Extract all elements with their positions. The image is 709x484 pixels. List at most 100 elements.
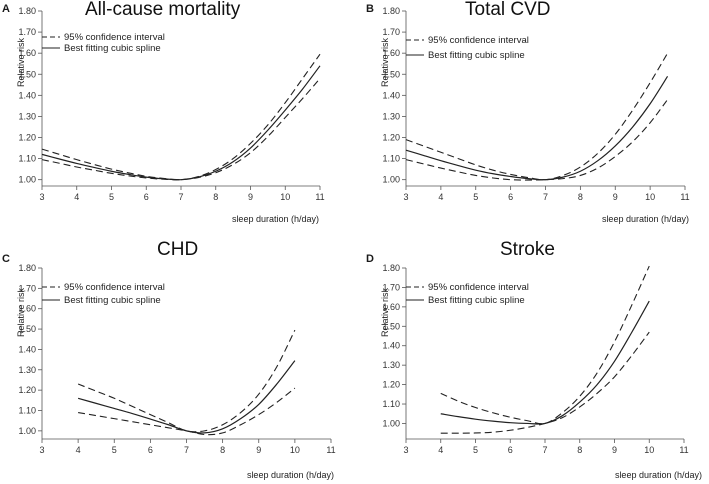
panel-title: Total CVD [465,0,551,20]
y-tick-label: 1.20 [382,380,400,390]
panel-a: A All-cause mortality 1.00 1.10 1.20 1.30 1.40… [2,0,325,224]
ci-lower-line [78,387,296,436]
y-tick-label: 1.40 [18,90,36,100]
y-tick-label: 1.20 [18,133,36,143]
x-tick-label: 5 [112,445,117,455]
x-axis-label: sleep duration (h/day) [602,214,689,224]
spline-line [440,300,650,425]
x-tick-label: 11 [315,192,324,202]
ci-lower-line [41,78,321,181]
x-tick-label: 10 [645,192,655,202]
y-tick-label: 1.00 [18,175,36,185]
panel-title: All-cause mortality [85,0,241,20]
y-tick-label: 1.70 [382,282,400,292]
x-tick-label: 4 [76,445,81,455]
x-tick-label: 8 [578,192,583,202]
x-tick-label: 9 [612,445,617,455]
y-tick-label: 1.50 [382,321,400,331]
x-tick-label: 10 [290,445,300,455]
panel-letter: C [2,253,10,265]
x-tick-label: 3 [39,445,44,455]
panel-b: B Total CVD 1.00 1.10 1.20 1.30 1.40 1.50 1.60 1.… [366,0,690,224]
y-tick-label: 1.80 [18,6,36,16]
x-tick-label: 5 [109,192,114,202]
y-tick-label: 1.30 [382,111,400,121]
x-axis-label: sleep duration (h/day) [232,214,319,224]
x-tick-label: 5 [473,192,478,202]
y-axis-label: Relative risk [16,38,26,88]
y-tick-label: 1.40 [382,341,400,351]
x-tick-label: 6 [508,192,513,202]
y-axis-label: Relative risk [16,288,26,338]
x-tick-label: 6 [148,445,153,455]
panel-letter: D [366,253,374,265]
y-tick-label: 1.80 [18,263,36,273]
legend-spline-label: Best fitting cubic spline [64,295,161,306]
x-tick-label: 4 [438,192,443,202]
panel-title: CHD [157,239,198,260]
legend-ci-label: 95% confidence interval [64,32,165,43]
panel-title: Stroke [500,239,555,260]
x-tick-label: 3 [403,192,408,202]
y-tick-label: 1.00 [382,175,400,185]
ci-lower-line [440,331,650,434]
y-tick-label: 1.80 [382,6,400,16]
ci-upper-line [77,329,296,433]
x-axis-label: sleep duration (h/day) [615,470,702,480]
ci-upper-line [440,265,650,425]
panel-letter: A [2,3,10,15]
legend-spline-label: Best fitting cubic spline [428,295,525,306]
x-tick-label: 10 [280,192,290,202]
y-tick-label: 1.60 [382,302,400,312]
x-tick-label: 3 [39,192,44,202]
y-tick-label: 1.30 [18,111,36,121]
y-tick-label: 1.00 [18,426,36,436]
x-tick-label: 8 [220,445,225,455]
y-tick-label: 1.30 [18,365,36,375]
x-tick-label: 7 [178,192,183,202]
legend-ci-label: 95% confidence interval [428,35,529,46]
spline-line [405,76,669,181]
x-tick-label: 8 [213,192,218,202]
ci-upper-line [41,53,321,181]
x-tick-label: 4 [74,192,79,202]
y-tick-label: 1.70 [382,27,400,37]
y-axis-label: Relative risk [380,288,390,338]
y-tick-label: 1.50 [382,69,400,79]
y-tick-label: 1.20 [382,133,400,143]
x-tick-label: 7 [184,445,189,455]
y-tick-label: 1.70 [18,27,36,37]
ci-upper-line [405,52,669,181]
y-tick-label: 1.10 [18,406,36,416]
x-tick-label: 5 [473,445,478,455]
spline-line [77,360,296,434]
x-tick-label: 9 [248,192,253,202]
y-tick-label: 1.50 [18,69,36,79]
legend: 95% confidence interval Best fitting cubi… [406,282,529,306]
y-tick-label: 1.00 [382,418,400,428]
y-axis-label: Relative risk [380,38,390,88]
x-axis-label: sleep duration (h/day) [247,470,334,480]
y-tick-label: 1.60 [18,48,36,58]
x-tick-label: 10 [644,445,654,455]
y-tick-label: 1.40 [382,90,400,100]
spline-line [41,65,321,181]
x-tick-label: 9 [613,192,618,202]
x-tick-label: 9 [256,445,261,455]
x-tick-label: 4 [438,445,443,455]
x-tick-label: 11 [326,445,335,455]
legend-spline-label: Best fitting cubic spline [64,43,161,54]
ci-lower-line [405,99,669,181]
x-tick-label: 7 [542,445,547,455]
x-tick-label: 3 [403,445,408,455]
y-tick-label: 1.60 [18,304,36,314]
legend-ci-label: 95% confidence interval [428,282,529,293]
y-tick-label: 1.10 [382,154,400,164]
x-tick-label: 6 [144,192,149,202]
y-tick-label: 1.30 [382,360,400,370]
